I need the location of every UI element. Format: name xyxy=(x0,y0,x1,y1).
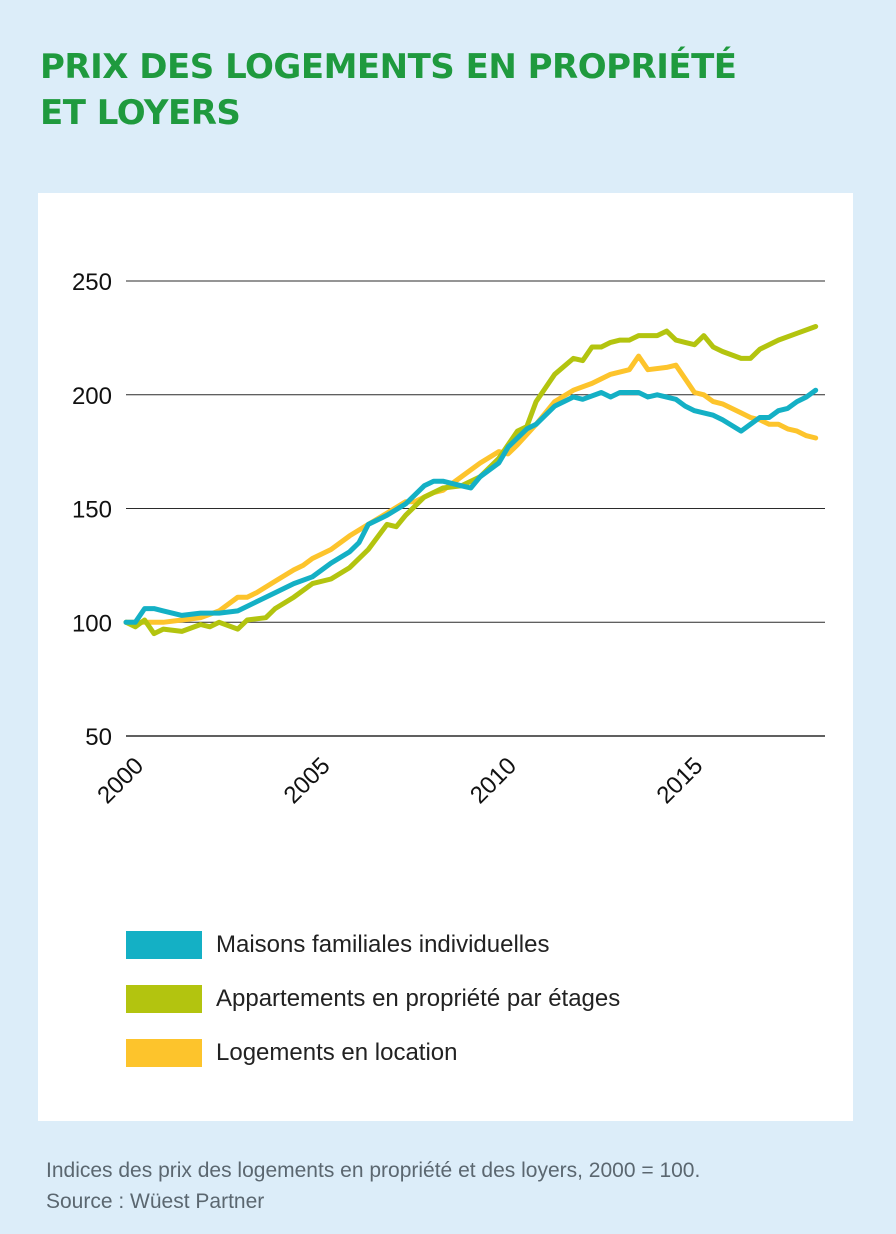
chart-legend: Maisons familiales individuelles Apparte… xyxy=(126,918,620,1080)
title-line-2: ET LOYERS xyxy=(40,93,241,133)
y-tick-label-100: 100 xyxy=(72,610,112,637)
x-tick-label-2005: 2005 xyxy=(279,752,336,809)
y-tick-label-200: 200 xyxy=(72,383,112,410)
y-tick-label-50: 50 xyxy=(85,724,112,751)
caption-note: Indices des prix des logements en propri… xyxy=(46,1159,701,1182)
legend-item-maisons: Maisons familiales individuelles xyxy=(126,918,620,972)
page-title: PRIX DES LOGEMENTS EN PROPRIÉTÉ ET LOYER… xyxy=(40,44,737,136)
legend-swatch-appartements xyxy=(126,985,202,1013)
legend-item-appartements: Appartements en propriété par étages xyxy=(126,972,620,1026)
legend-label-appartements: Appartements en propriété par étages xyxy=(216,985,621,1012)
legend-label-location: Logements en location xyxy=(216,1039,458,1066)
series-line-location xyxy=(123,353,819,625)
legend-swatch-location xyxy=(126,1039,202,1067)
y-tick-label-250: 250 xyxy=(72,269,112,296)
chart-caption: Indices des prix des logements en propri… xyxy=(46,1155,700,1217)
x-tick-label-2015: 2015 xyxy=(651,752,708,809)
series-line-maisons xyxy=(123,387,819,625)
caption-source: Source : Wüest Partner xyxy=(46,1190,265,1213)
legend-label-maisons: Maisons familiales individuelles xyxy=(216,931,550,958)
x-tick-label-2010: 2010 xyxy=(465,752,522,809)
line-chart: 50 100 150 200 250 2000 2005 2010 2015 xyxy=(72,269,825,809)
legend-item-location: Logements en location xyxy=(126,1026,620,1080)
series-line-appartements xyxy=(123,324,819,637)
title-line-1: PRIX DES LOGEMENTS EN PROPRIÉTÉ xyxy=(40,47,737,87)
legend-swatch-maisons xyxy=(126,931,202,959)
chart-panel: 50 100 150 200 250 2000 2005 2010 2015 Maisons f… xyxy=(38,193,853,1121)
y-tick-label-150: 150 xyxy=(72,497,112,524)
x-tick-label-2000: 2000 xyxy=(92,752,149,809)
